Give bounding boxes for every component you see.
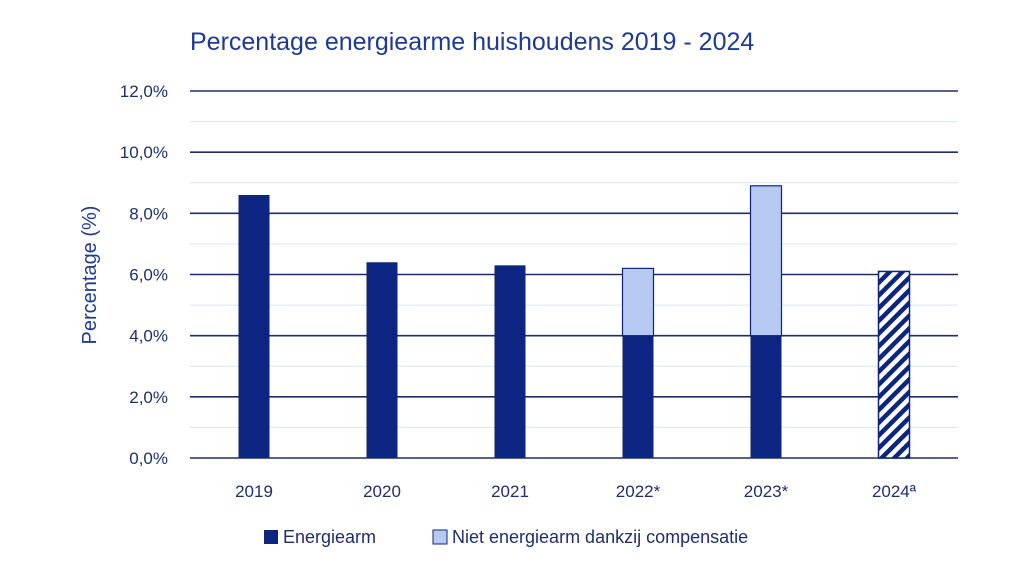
x-axis-ticks: 2019 2020 2021 2022* 2023* 2024ª	[235, 482, 917, 501]
bar-hatched	[877, 270, 911, 459]
legend-label: Niet energiearm dankzij compensatie	[452, 527, 748, 547]
bar-energiearm	[622, 335, 654, 458]
bars	[238, 185, 911, 459]
x-tick-label: 2024ª	[872, 482, 917, 501]
gridlines	[190, 90, 958, 459]
y-tick-label: 12,0%	[120, 82, 168, 101]
bar-compensatie	[621, 267, 655, 337]
bar-energiearm	[750, 335, 782, 458]
legend-swatch	[432, 529, 448, 545]
y-tick-label: 4,0%	[129, 327, 168, 346]
y-tick-label: 10,0%	[120, 143, 168, 162]
legend-swatch	[264, 530, 278, 544]
x-tick-label: 2020	[363, 482, 401, 501]
x-tick-label: 2021	[491, 482, 529, 501]
bar-energiearm	[494, 265, 526, 458]
bar-energiearm	[238, 194, 270, 458]
legend-label: Energiearm	[283, 527, 376, 547]
x-tick-label: 2022*	[616, 482, 661, 501]
y-tick-label: 0,0%	[129, 449, 168, 468]
bar-energiearm	[366, 262, 398, 458]
y-tick-label: 2,0%	[129, 388, 168, 407]
y-tick-label: 6,0%	[129, 266, 168, 285]
x-tick-label: 2023*	[744, 482, 789, 501]
legend: Energiearm Niet energiearm dankzij compen…	[264, 527, 748, 547]
bar-compensatie	[749, 185, 783, 337]
y-axis-label: Percentage (%)	[79, 206, 101, 345]
y-axis-ticks: 0,0% 2,0% 4,0% 6,0% 8,0% 10,0% 12,0%	[120, 82, 168, 468]
chart-title: Percentage energiearme huishoudens 2019 …	[190, 28, 754, 56]
x-tick-label: 2019	[235, 482, 273, 501]
y-tick-label: 8,0%	[129, 204, 168, 223]
